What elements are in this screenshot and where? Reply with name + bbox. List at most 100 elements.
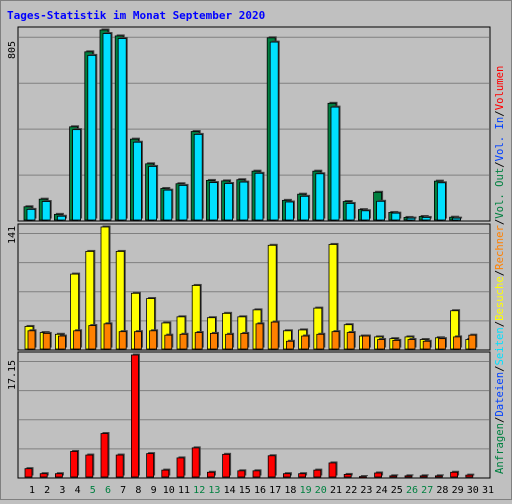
bar-volumen-day-4 xyxy=(70,451,78,478)
bar-rechner-day-22 xyxy=(346,332,355,350)
bar-dateien-day-18 xyxy=(284,201,294,221)
bar-dateien-day-16 xyxy=(254,172,264,221)
x-tick-label-23: 23 xyxy=(360,485,372,496)
vertical-legend: Anfragen/Dateien/Seiten/Besuche/Rechner/… xyxy=(494,66,506,474)
bar-volumen-day-8 xyxy=(130,354,139,478)
x-tick-label-17: 17 xyxy=(269,485,281,496)
legend-entry: / xyxy=(494,161,506,167)
legend-entry: / xyxy=(494,366,506,372)
legend-entry: / xyxy=(494,270,506,276)
x-tick-label-22: 22 xyxy=(345,485,357,496)
bar-volumen-day-18 xyxy=(282,473,291,478)
bar-dateien-day-20 xyxy=(315,173,325,221)
legend-entry: / xyxy=(494,321,506,327)
bar-rechner-day-10 xyxy=(164,334,173,350)
bar-rechner-day-19 xyxy=(301,335,310,350)
bars-middle xyxy=(24,225,478,350)
bar-dateien-day-3 xyxy=(57,215,66,221)
bar-volumen-day-11 xyxy=(176,457,185,478)
bar-dateien-day-7 xyxy=(117,38,127,221)
bar-dateien-day-8 xyxy=(132,141,142,221)
chart-title: Tages-Statistik im Monat September 2020 xyxy=(7,9,265,22)
bar-dateien-day-25 xyxy=(391,212,401,221)
legend-entry: Volumen xyxy=(494,66,506,111)
bar-dateien-day-26-shadow xyxy=(408,216,417,219)
bar-dateien-day-4 xyxy=(72,129,81,221)
x-tick-label-20: 20 xyxy=(315,485,327,496)
bar-rechner-day-27 xyxy=(422,340,431,350)
bar-rechner-day-17 xyxy=(270,321,279,350)
x-tick-label-30: 30 xyxy=(467,485,479,496)
bar-volumen-day-15 xyxy=(237,470,246,478)
bar-rechner-day-30 xyxy=(468,334,477,350)
bar-dateien-day-12 xyxy=(193,133,203,221)
y-max-label-middle: 141 xyxy=(7,226,18,244)
bar-dateien-day-29-shadow xyxy=(454,216,463,219)
legend-entry: Vol. Out xyxy=(494,168,506,219)
bar-volumen-day-5 xyxy=(85,454,94,478)
bar-dateien-day-26 xyxy=(406,217,416,221)
bar-rechner-day-29 xyxy=(453,336,462,350)
bar-volumen-day-26 xyxy=(404,475,413,478)
bar-volumen-day-2 xyxy=(39,473,48,478)
legend-entry: / xyxy=(494,110,506,116)
bar-dateien-day-29 xyxy=(452,217,462,221)
bar-volumen-day-7 xyxy=(115,454,124,478)
bar-dateien-day-6 xyxy=(102,33,112,221)
bar-rechner-day-13 xyxy=(209,333,218,350)
bars-bottom xyxy=(24,353,475,478)
x-tick-label-6: 6 xyxy=(105,485,111,496)
bar-dateien-day-10 xyxy=(163,189,173,221)
bar-volumen-day-30-shadow xyxy=(467,473,475,476)
bar-rechner-day-21 xyxy=(331,331,340,350)
bar-volumen-day-19 xyxy=(298,473,307,478)
x-tick-label-4: 4 xyxy=(75,485,81,496)
bar-volumen-day-16 xyxy=(252,470,261,478)
x-tick-label-26: 26 xyxy=(406,485,418,496)
legend-entry: Seiten xyxy=(494,327,506,365)
bar-dateien-day-11 xyxy=(178,185,188,221)
bar-rechner-day-5 xyxy=(88,325,97,350)
y-max-label-top: 805 xyxy=(7,41,18,59)
legend-entry: Besuche xyxy=(494,276,506,321)
bar-dateien-day-5 xyxy=(87,54,97,221)
bar-rechner-day-7 xyxy=(118,331,127,350)
bar-volumen-day-24 xyxy=(374,472,383,478)
bar-volumen-day-17 xyxy=(267,455,276,478)
bar-volumen-day-13 xyxy=(206,471,215,478)
bar-dateien-day-19 xyxy=(300,195,310,221)
legend-entry: Rechner xyxy=(494,225,506,270)
legend-entry: / xyxy=(494,219,506,225)
x-tick-label-11: 11 xyxy=(178,485,190,496)
bars-top xyxy=(23,28,463,221)
x-tick-label-12: 12 xyxy=(193,485,205,496)
bar-rechner-day-15 xyxy=(240,333,249,350)
x-tick-label-15: 15 xyxy=(239,485,251,496)
x-tick-label-3: 3 xyxy=(59,485,65,496)
bar-volumen-day-10 xyxy=(161,469,170,478)
bar-volumen-day-23 xyxy=(358,476,367,478)
bar-rechner-day-11 xyxy=(179,333,188,350)
bar-rechner-day-24 xyxy=(377,339,386,350)
bar-rechner-day-1 xyxy=(27,330,36,350)
bar-volumen-day-9 xyxy=(146,453,155,478)
bar-volumen-day-3 xyxy=(55,473,63,478)
bar-volumen-day-25 xyxy=(389,475,398,478)
bar-rechner-day-4 xyxy=(73,330,81,350)
bar-dateien-day-9 xyxy=(148,166,158,221)
bar-dateien-day-1 xyxy=(26,208,36,221)
bar-dateien-day-17 xyxy=(269,41,279,221)
bar-dateien-day-23 xyxy=(360,210,370,221)
bar-dateien-day-27 xyxy=(421,217,431,221)
bar-rechner-day-25 xyxy=(392,340,401,350)
x-tick-label-14: 14 xyxy=(224,485,236,496)
legend-entry: Dateien xyxy=(494,372,506,417)
x-tick-label-1: 1 xyxy=(29,485,35,496)
bar-dateien-day-14 xyxy=(224,183,234,221)
bar-volumen-day-28-shadow xyxy=(436,474,444,476)
bar-dateien-day-24 xyxy=(376,200,386,221)
x-tick-label-2: 2 xyxy=(44,485,50,496)
bar-rechner-day-26 xyxy=(407,339,416,350)
bar-dateien-day-15 xyxy=(239,181,249,221)
